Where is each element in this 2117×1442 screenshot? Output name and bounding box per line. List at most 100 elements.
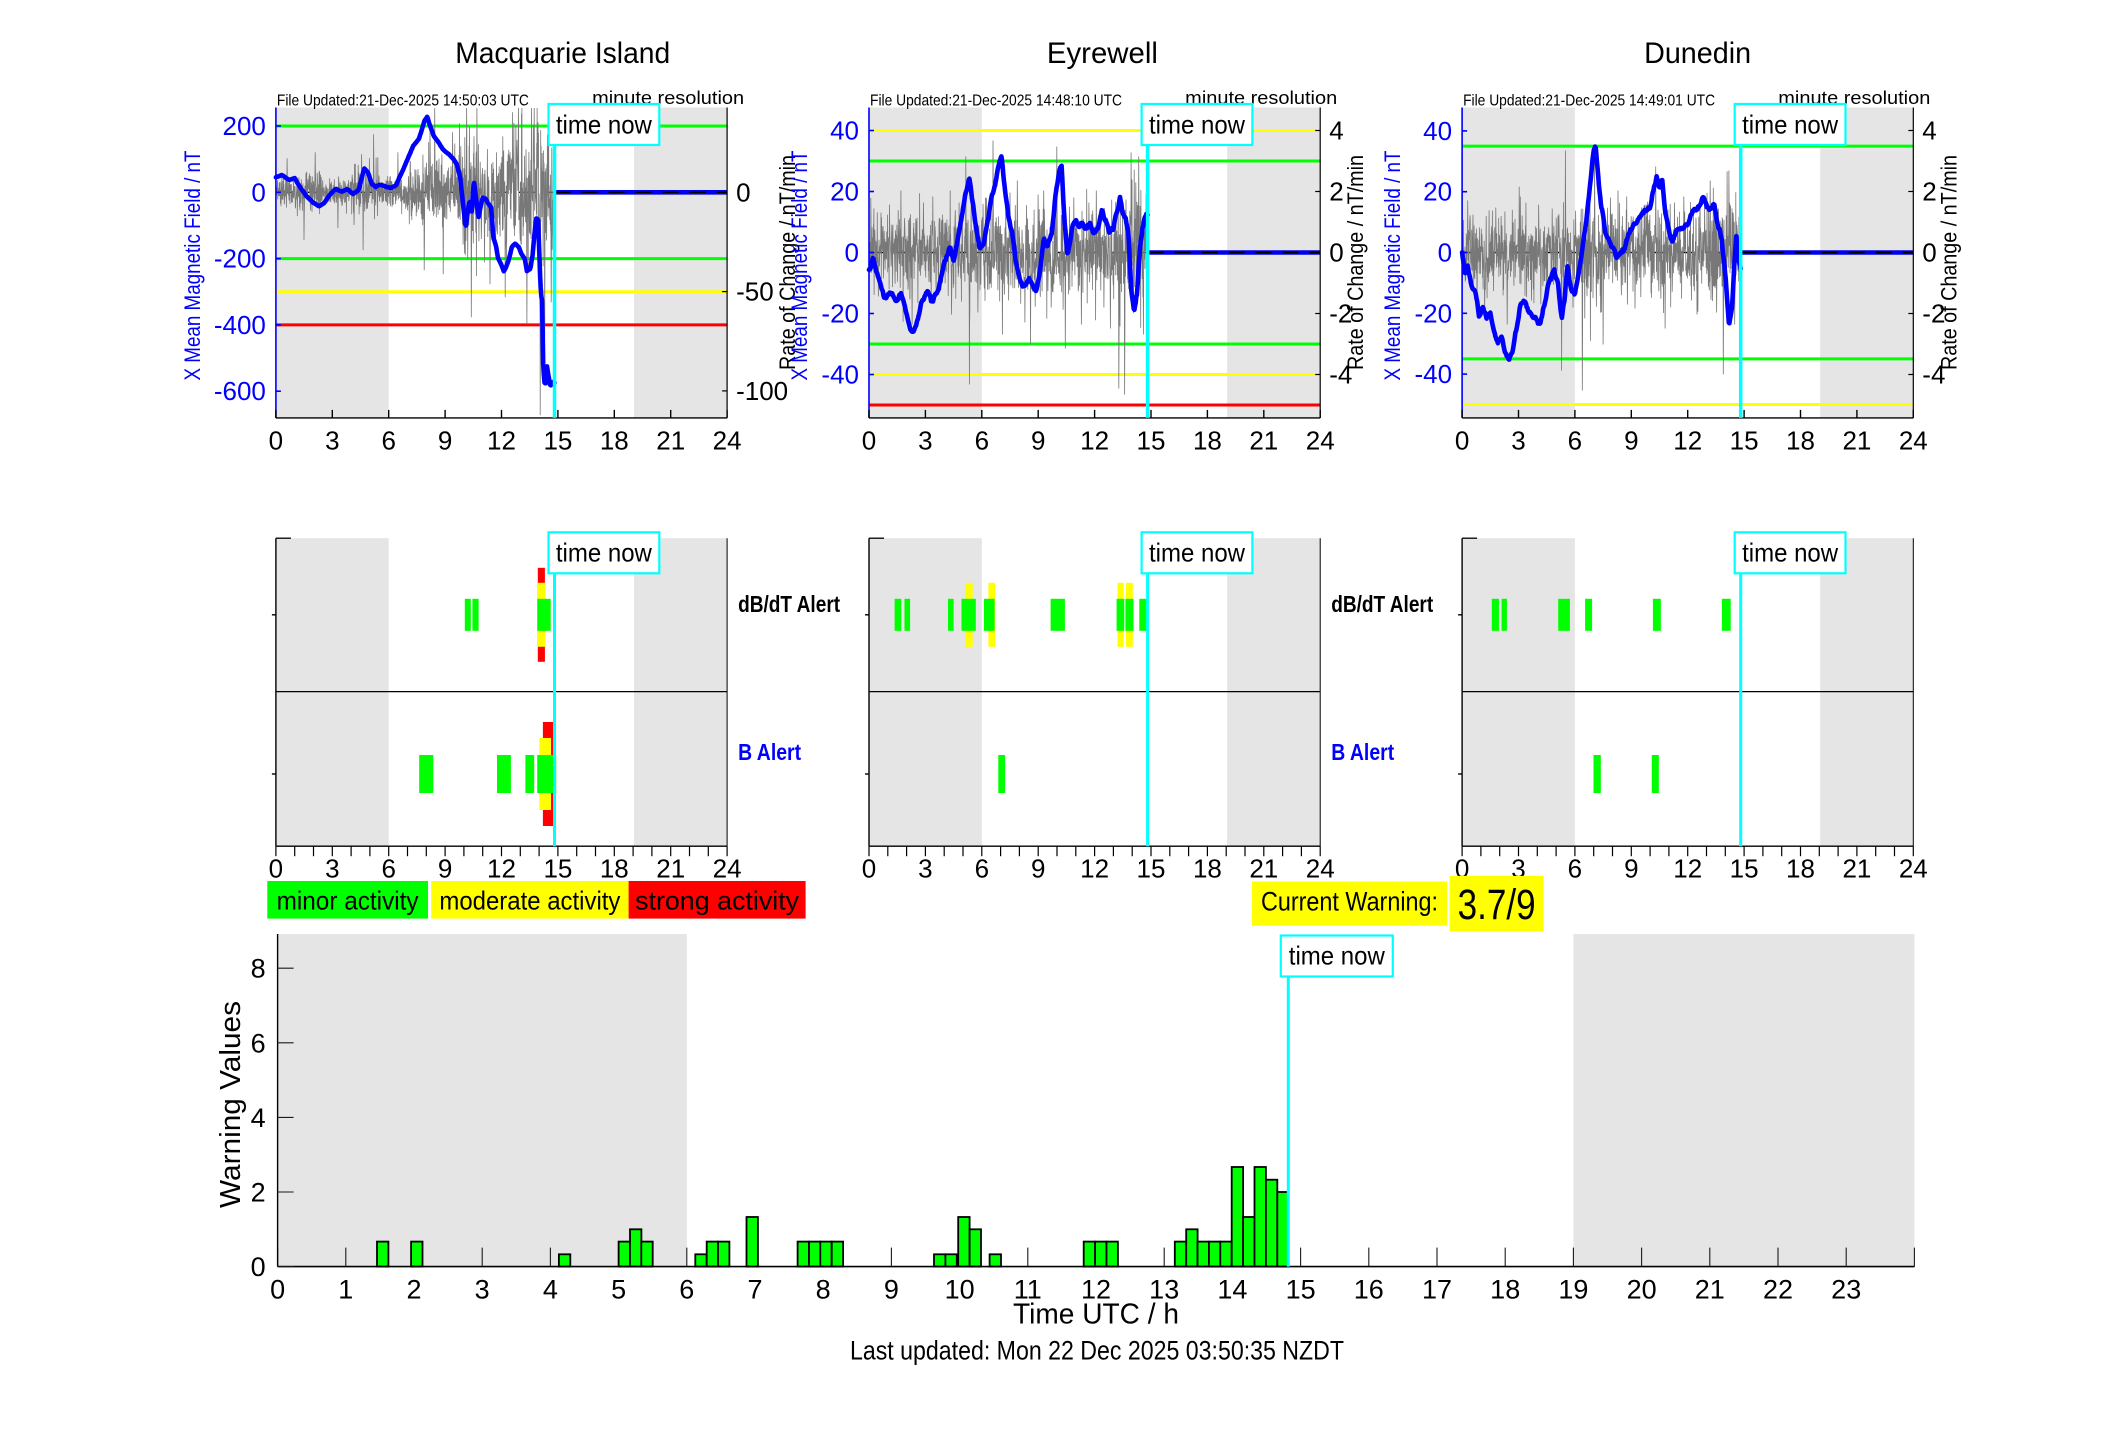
svg-text:8: 8 (251, 954, 266, 984)
svg-text:9: 9 (438, 426, 452, 456)
svg-text:-20: -20 (821, 299, 859, 329)
svg-text:-600: -600 (214, 376, 266, 406)
svg-text:X Mean Magnetic Field / nT: X Mean Magnetic Field / nT (787, 151, 812, 381)
svg-text:moderate activity: moderate activity (439, 886, 620, 916)
svg-text:3: 3 (1511, 426, 1525, 456)
svg-text:3: 3 (918, 426, 932, 456)
svg-text:24: 24 (713, 426, 742, 456)
svg-text:18: 18 (1193, 426, 1222, 456)
svg-text:9: 9 (884, 1274, 899, 1304)
svg-text:13: 13 (1149, 1274, 1179, 1304)
svg-text:time now: time now (1742, 538, 1838, 568)
svg-text:21: 21 (656, 854, 685, 884)
svg-text:18: 18 (1490, 1274, 1520, 1304)
svg-text:1: 1 (338, 1274, 353, 1304)
svg-text:12: 12 (1080, 854, 1109, 884)
svg-text:6: 6 (381, 426, 395, 456)
svg-text:-4: -4 (1922, 360, 1945, 390)
svg-text:0: 0 (736, 177, 750, 207)
svg-text:-200: -200 (214, 244, 266, 274)
svg-text:24: 24 (1306, 854, 1335, 884)
svg-text:4: 4 (1922, 116, 1936, 146)
svg-text:0: 0 (269, 426, 283, 456)
svg-text:15: 15 (543, 426, 572, 456)
svg-text:9: 9 (1031, 426, 1045, 456)
svg-text:5: 5 (611, 1274, 626, 1304)
svg-text:-2: -2 (1922, 299, 1945, 329)
svg-text:21: 21 (1842, 426, 1871, 456)
svg-text:Time UTC / h: Time UTC / h (1013, 1299, 1179, 1331)
svg-text:-100: -100 (736, 376, 788, 406)
svg-text:6: 6 (679, 1274, 694, 1304)
svg-text:21: 21 (1842, 854, 1871, 884)
svg-text:time now: time now (556, 110, 652, 140)
svg-text:18: 18 (1193, 854, 1222, 884)
svg-text:21: 21 (1249, 426, 1278, 456)
svg-text:-2: -2 (1329, 299, 1352, 329)
svg-text:6: 6 (251, 1028, 266, 1058)
svg-text:18: 18 (600, 854, 629, 884)
svg-text:2: 2 (251, 1178, 266, 1208)
svg-text:Rate of Change / nT/min: Rate of Change / nT/min (775, 155, 800, 370)
svg-text:17: 17 (1422, 1274, 1452, 1304)
svg-text:6: 6 (975, 854, 989, 884)
svg-text:0: 0 (1455, 426, 1469, 456)
svg-text:4: 4 (1329, 116, 1343, 146)
svg-text:18: 18 (1786, 854, 1815, 884)
svg-text:12: 12 (1673, 854, 1702, 884)
svg-text:15: 15 (1137, 426, 1166, 456)
svg-text:Rate of Change / nT/min: Rate of Change / nT/min (1936, 155, 1961, 370)
svg-text:40: 40 (1423, 116, 1452, 146)
svg-text:0: 0 (269, 854, 283, 884)
svg-text:4: 4 (543, 1274, 558, 1304)
svg-text:0: 0 (1438, 238, 1452, 268)
svg-text:-20: -20 (1415, 298, 1453, 328)
svg-text:8: 8 (816, 1274, 831, 1304)
svg-text:Eyrewell: Eyrewell (1047, 37, 1158, 70)
svg-text:0: 0 (862, 426, 876, 456)
svg-text:Dunedin: Dunedin (1644, 37, 1751, 70)
svg-text:9: 9 (1624, 854, 1638, 884)
svg-text:2: 2 (1329, 177, 1343, 207)
svg-text:Last updated: Mon 22 Dec 2025: Last updated: Mon 22 Dec 2025 03:50:35 N… (850, 1336, 1344, 1366)
svg-text:18: 18 (600, 426, 629, 456)
svg-text:6: 6 (1568, 426, 1582, 456)
svg-text:0: 0 (251, 1252, 266, 1282)
svg-text:7: 7 (747, 1274, 762, 1304)
svg-text:15: 15 (1286, 1274, 1316, 1304)
svg-text:0: 0 (270, 1274, 285, 1304)
svg-text:X Mean Magnetic Field / nT: X Mean Magnetic Field / nT (1380, 151, 1405, 381)
svg-text:dB/dT Alert: dB/dT Alert (1331, 591, 1433, 617)
svg-text:time now: time now (1149, 538, 1245, 568)
svg-text:3: 3 (918, 854, 932, 884)
svg-text:20: 20 (1423, 177, 1452, 207)
svg-text:-4: -4 (1329, 360, 1352, 390)
svg-text:File Updated:21-Dec-2025 14:50: File Updated:21-Dec-2025 14:50:03 UTC (277, 93, 529, 110)
svg-text:15: 15 (1730, 854, 1759, 884)
svg-text:19: 19 (1558, 1274, 1588, 1304)
svg-text:200: 200 (223, 111, 266, 141)
svg-text:0: 0 (845, 238, 859, 268)
svg-text:21: 21 (656, 426, 685, 456)
svg-text:0: 0 (1922, 238, 1936, 268)
svg-text:B Alert: B Alert (738, 739, 801, 765)
svg-text:B Alert: B Alert (1331, 739, 1394, 765)
svg-text:9: 9 (1624, 426, 1638, 456)
svg-text:20: 20 (830, 177, 859, 207)
svg-text:24: 24 (1306, 426, 1335, 456)
svg-text:0: 0 (1329, 238, 1343, 268)
svg-text:2: 2 (406, 1274, 421, 1304)
svg-text:12: 12 (487, 854, 516, 884)
svg-text:3.7/9: 3.7/9 (1458, 881, 1536, 929)
svg-text:21: 21 (1249, 854, 1278, 884)
svg-text:15: 15 (1137, 854, 1166, 884)
svg-text:14: 14 (1217, 1274, 1247, 1304)
svg-text:12: 12 (1081, 1274, 1111, 1304)
svg-text:15: 15 (1730, 426, 1759, 456)
svg-text:16: 16 (1354, 1274, 1384, 1304)
svg-text:22: 22 (1763, 1274, 1793, 1304)
svg-text:-400: -400 (214, 310, 266, 340)
svg-text:6: 6 (975, 426, 989, 456)
svg-text:18: 18 (1786, 426, 1815, 456)
svg-text:time now: time now (1149, 110, 1245, 140)
